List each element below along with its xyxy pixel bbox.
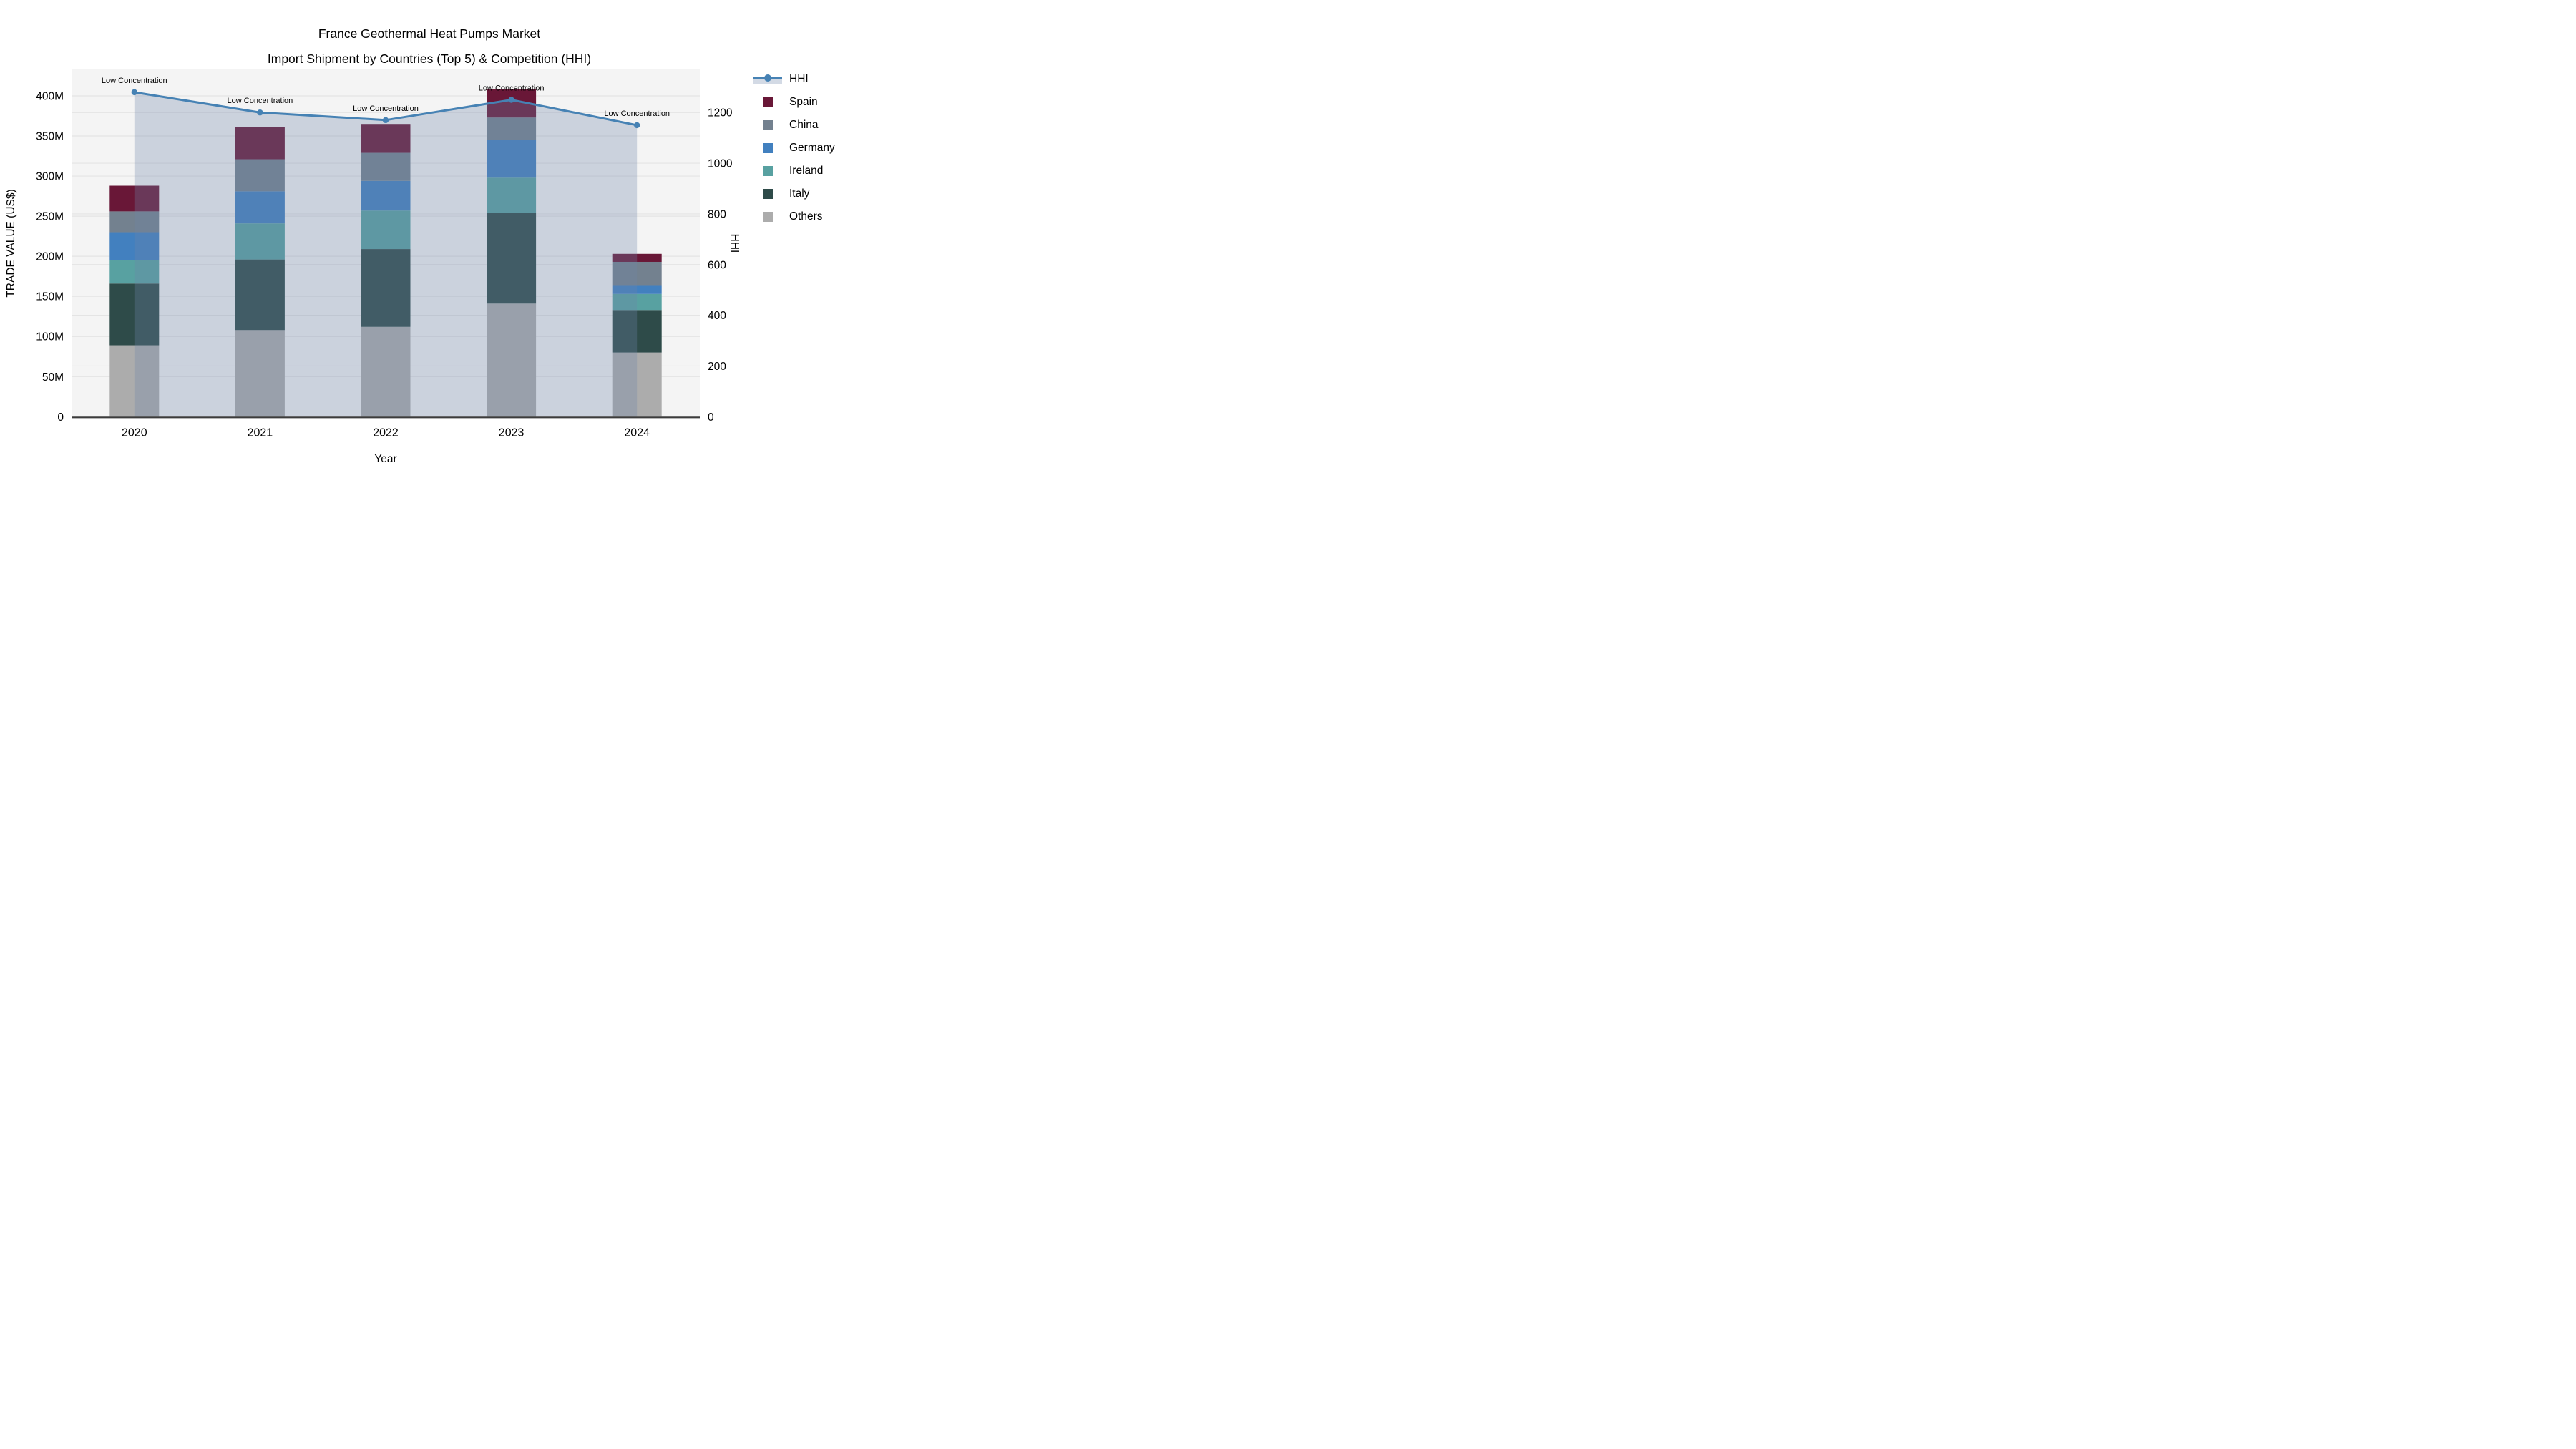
bar-segment-2023-others[interactable] xyxy=(487,303,537,417)
chart-canvas: Low Concentration Low Concentration Low Co… xyxy=(5,26,741,465)
right-tick-200: 200 xyxy=(708,361,726,373)
others-swatch xyxy=(763,211,773,222)
x-tick-2023: 2023 xyxy=(499,426,525,439)
annotation-2021: Low Concentration xyxy=(228,97,293,105)
annotation-2022: Low Concentration xyxy=(353,104,419,113)
annotation-2024: Low Concentration xyxy=(604,109,670,118)
legend-label-others: Others xyxy=(789,210,823,223)
left-tick-150M: 150M xyxy=(36,291,64,303)
bar-segment-2024-italy[interactable] xyxy=(612,310,662,353)
bar-segment-2020-spain[interactable] xyxy=(109,185,160,212)
bar-segment-2022-china[interactable] xyxy=(361,152,411,181)
legend-item-spain[interactable]: Spain xyxy=(753,94,835,109)
hhi-area-fill xyxy=(134,92,638,417)
spain-swatch xyxy=(763,97,773,107)
right-tick-1000: 1000 xyxy=(708,158,733,170)
legend-item-china[interactable]: China xyxy=(753,117,835,132)
bar-segment-2021-italy[interactable] xyxy=(235,259,285,331)
bar-segment-2023-germany[interactable] xyxy=(487,140,537,178)
bar-segment-2020-italy[interactable] xyxy=(109,283,160,346)
germany-swatch xyxy=(763,142,773,153)
bar-segment-2020-germany[interactable] xyxy=(109,232,160,260)
bar-segment-2023-italy[interactable] xyxy=(487,213,537,304)
legend-label-italy: Italy xyxy=(789,187,810,200)
bar-segment-2024-germany[interactable] xyxy=(612,285,662,294)
bar-segment-2021-germany[interactable] xyxy=(235,191,285,224)
bar-segment-2020-others[interactable] xyxy=(109,345,160,417)
chart-title-line1: France Geothermal Heat Pumps Market xyxy=(318,26,540,41)
left-tick-100M: 100M xyxy=(36,331,64,343)
annotation-2023: Low Concentration xyxy=(479,84,545,93)
bar-segment-2024-others[interactable] xyxy=(612,352,662,417)
hhi-legend-swatch xyxy=(753,72,783,87)
china-swatch xyxy=(763,119,773,130)
left-tick-400M: 400M xyxy=(36,90,64,102)
bar-segment-2021-spain[interactable] xyxy=(235,127,285,160)
left-tick-350M: 350M xyxy=(36,131,64,143)
bar-segment-2022-italy[interactable] xyxy=(361,249,411,327)
bar-segment-2020-ireland[interactable] xyxy=(109,260,160,284)
italy-swatch xyxy=(763,188,773,199)
legend-label-ireland: Ireland xyxy=(789,164,824,177)
bar-segment-2024-spain[interactable] xyxy=(612,253,662,262)
y-axis-left-title: TRADE VALUE (US$) xyxy=(5,189,17,297)
x-tick-2021: 2021 xyxy=(248,426,273,439)
left-tick-0: 0 xyxy=(57,411,64,424)
hhi-point-2021[interactable] xyxy=(257,109,263,116)
left-tick-300M: 300M xyxy=(36,171,64,183)
bar-segment-2024-china[interactable] xyxy=(612,261,662,286)
x-tick-2022: 2022 xyxy=(373,426,399,439)
hhi-point-2020[interactable] xyxy=(131,89,137,96)
right-tick-800: 800 xyxy=(708,208,726,220)
bar-segment-2021-ireland[interactable] xyxy=(235,223,285,260)
hhi-area-layer xyxy=(134,92,638,417)
legend-item-others[interactable]: Others xyxy=(753,209,835,224)
bars-layer xyxy=(109,89,662,417)
legend-label-china: China xyxy=(789,118,819,131)
left-tick-50M: 50M xyxy=(42,371,64,384)
x-axis-title: Year xyxy=(374,453,396,465)
bar-segment-2022-spain[interactable] xyxy=(361,124,411,153)
ireland-swatch xyxy=(763,165,773,176)
bar-segment-2022-ireland[interactable] xyxy=(361,210,411,250)
annotation-2020: Low Concentration xyxy=(102,77,167,85)
legend-item-hhi[interactable]: HHI xyxy=(753,72,835,87)
x-tick-2024: 2024 xyxy=(624,426,650,439)
right-tick-1200: 1200 xyxy=(708,107,733,119)
hhi-point-2023[interactable] xyxy=(508,97,514,103)
tick-labels-layer: 0 50M 100M 150M 200M 250M 300M 350M 400M 0 200 400 6… xyxy=(36,90,733,439)
hhi-line-layer xyxy=(131,89,640,129)
bar-segment-2021-china[interactable] xyxy=(235,159,285,192)
legend-item-ireland[interactable]: Ireland xyxy=(753,163,835,178)
right-tick-600: 600 xyxy=(708,259,726,271)
legend-label-germany: Germany xyxy=(789,141,835,154)
chart-page: Low Concentration Low Concentration Low Co… xyxy=(0,0,859,483)
x-tick-2020: 2020 xyxy=(122,426,147,439)
legend-item-germany[interactable]: Germany xyxy=(753,140,835,155)
right-tick-400: 400 xyxy=(708,310,726,322)
hhi-point-2022[interactable] xyxy=(382,117,389,124)
bar-segment-2022-germany[interactable] xyxy=(361,180,411,211)
legend-label-spain: Spain xyxy=(789,95,818,108)
bar-segment-2023-ireland[interactable] xyxy=(487,177,537,213)
legend-label-hhi: HHI xyxy=(789,72,809,85)
bar-segment-2024-ireland[interactable] xyxy=(612,293,662,311)
bar-segment-2022-others[interactable] xyxy=(361,326,411,417)
right-tick-0: 0 xyxy=(708,411,714,424)
hhi-point-2024[interactable] xyxy=(634,122,640,129)
left-tick-250M: 250M xyxy=(36,211,64,223)
bar-segment-2021-others[interactable] xyxy=(235,330,285,417)
chart-legend: HHI Spain China Germany Ireland Italy Ot… xyxy=(753,72,835,224)
chart-title-line2: Import Shipment by Countries (Top 5) & C… xyxy=(268,52,591,66)
left-tick-200M: 200M xyxy=(36,251,64,263)
bar-segment-2023-china[interactable] xyxy=(487,117,537,140)
bar-segment-2020-china[interactable] xyxy=(109,211,160,233)
legend-item-italy[interactable]: Italy xyxy=(753,186,835,201)
annotations-layer: Low Concentration Low Concentration Low Co… xyxy=(102,77,670,118)
y-axis-right-title: HHI xyxy=(728,234,741,253)
